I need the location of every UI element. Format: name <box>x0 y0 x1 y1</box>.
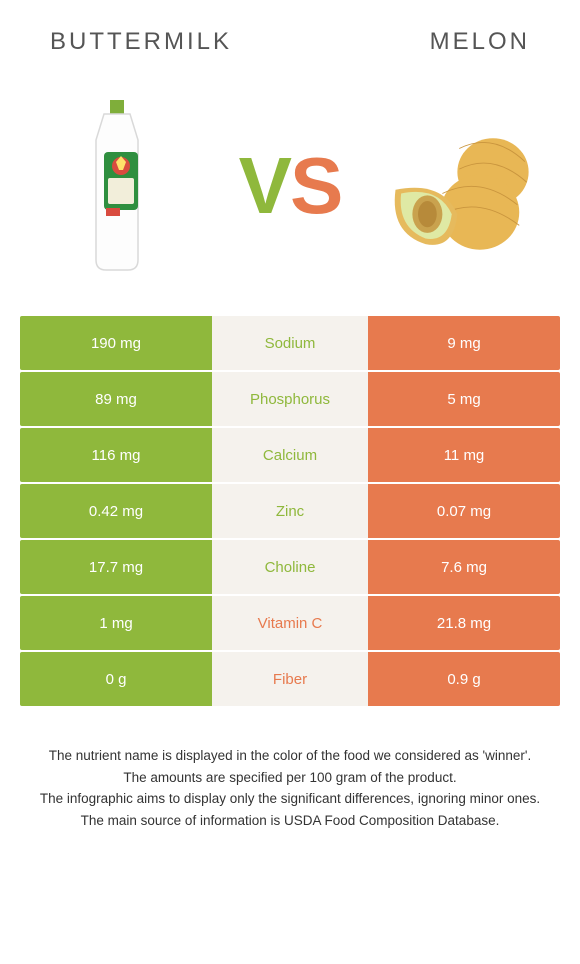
left-value: 116 mg <box>20 428 212 482</box>
nutrient-table: 190 mgSodium9 mg89 mgPhosphorus5 mg116 m… <box>0 316 580 706</box>
nutrient-label: Sodium <box>212 316 368 370</box>
nutrient-row: 0.42 mgZinc0.07 mg <box>20 484 560 538</box>
nutrient-label: Choline <box>212 540 368 594</box>
left-value: 1 mg <box>20 596 212 650</box>
right-food-title: Melon <box>430 28 530 56</box>
nutrient-row: 17.7 mgCholine7.6 mg <box>20 540 560 594</box>
nutrient-label: Zinc <box>212 484 368 538</box>
nutrient-row: 89 mgPhosphorus5 mg <box>20 372 560 426</box>
footer-line: The main source of information is USDA F… <box>20 811 560 831</box>
left-value: 0.42 mg <box>20 484 212 538</box>
vs-s: S <box>290 141 341 230</box>
right-value: 0.9 g <box>368 652 560 706</box>
melon-image <box>388 86 538 286</box>
nutrient-row: 190 mgSodium9 mg <box>20 316 560 370</box>
buttermilk-image <box>42 86 192 286</box>
right-value: 7.6 mg <box>368 540 560 594</box>
nutrient-label: Vitamin C <box>212 596 368 650</box>
footer-line: The amounts are specified per 100 gram o… <box>20 768 560 788</box>
footer-line: The nutrient name is displayed in the co… <box>20 746 560 766</box>
header: Buttermilk Melon <box>0 0 580 66</box>
left-value: 17.7 mg <box>20 540 212 594</box>
right-value: 5 mg <box>368 372 560 426</box>
vs-v: V <box>239 141 290 230</box>
right-value: 9 mg <box>368 316 560 370</box>
left-value: 89 mg <box>20 372 212 426</box>
left-value: 190 mg <box>20 316 212 370</box>
right-value: 21.8 mg <box>368 596 560 650</box>
right-value: 11 mg <box>368 428 560 482</box>
hero-row: VS <box>0 66 580 316</box>
nutrient-row: 0 gFiber0.9 g <box>20 652 560 706</box>
left-value: 0 g <box>20 652 212 706</box>
nutrient-row: 116 mgCalcium11 mg <box>20 428 560 482</box>
left-food-title: Buttermilk <box>50 28 232 56</box>
footer-notes: The nutrient name is displayed in the co… <box>0 708 580 830</box>
nutrient-label: Phosphorus <box>212 372 368 426</box>
nutrient-label: Calcium <box>212 428 368 482</box>
nutrient-label: Fiber <box>212 652 368 706</box>
vs-label: VS <box>239 140 342 232</box>
nutrient-row: 1 mgVitamin C21.8 mg <box>20 596 560 650</box>
footer-line: The infographic aims to display only the… <box>20 789 560 809</box>
right-value: 0.07 mg <box>368 484 560 538</box>
